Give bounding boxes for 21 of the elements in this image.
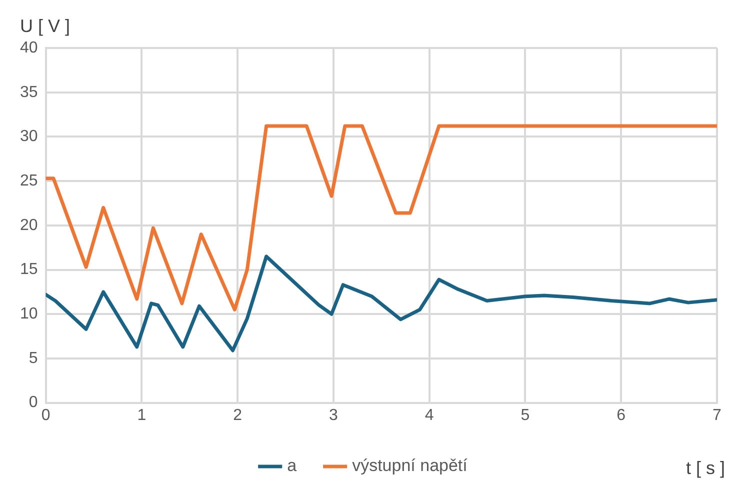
x-tick-label: 7 xyxy=(712,406,722,424)
y-axis-title: U [ V ] xyxy=(20,16,70,36)
legend-label: a xyxy=(287,456,298,476)
x-tick-label: 5 xyxy=(520,406,530,424)
y-tick-label: 25 xyxy=(20,172,38,190)
y-tick-label: 20 xyxy=(20,216,38,234)
x-tick-label: 6 xyxy=(616,406,626,424)
y-tick-label: 5 xyxy=(28,350,38,367)
y-tick-label: 10 xyxy=(20,306,38,323)
x-axis-title: t [ s ] xyxy=(686,458,725,478)
y-tick-label: 0 xyxy=(28,394,38,412)
y-tick-label: 40 xyxy=(20,39,38,56)
x-tick-label: 4 xyxy=(424,406,434,424)
y-tick-label: 35 xyxy=(20,84,38,101)
legend-label: výstupní napětí xyxy=(352,456,468,476)
x-tick-label: 0 xyxy=(41,406,50,424)
y-tick-label: 30 xyxy=(20,128,38,146)
y-tick-label: 15 xyxy=(20,261,38,278)
x-tick-label: 1 xyxy=(137,406,146,424)
x-tick-label: 3 xyxy=(329,406,338,424)
x-tick-label: 2 xyxy=(233,406,242,424)
